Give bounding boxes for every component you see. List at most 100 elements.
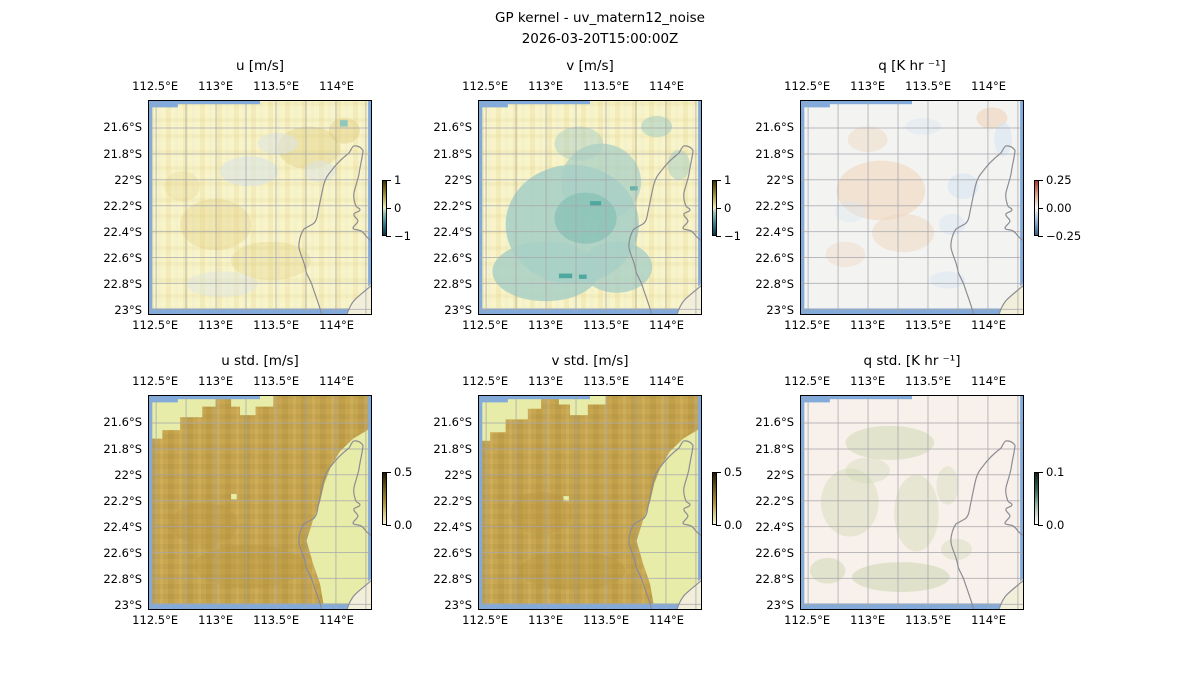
y-axis-q-std: 21.6°S 21.8°S 22°S 22.2°S 22.4°S 22.6°S 22.8°S… xyxy=(732,395,794,613)
x-tick-label: 114°E xyxy=(319,374,355,388)
colorbar-v-std: 0.5 0.0 xyxy=(712,465,782,532)
x-tick-label: 113.5°E xyxy=(253,613,300,627)
colorbar-q-std: 0.1 0.0 xyxy=(1034,465,1104,532)
x-tick-label: 113°E xyxy=(850,374,886,388)
x-tick-label: 112.5°E xyxy=(784,374,831,388)
x-tick-label: 113°E xyxy=(528,613,564,627)
x-axis-bottom-u-std: 112.5°E 113°E 113.5°E 114°E xyxy=(132,613,372,628)
y-tick-label: 21.8°S xyxy=(103,146,142,161)
x-tick-label: 114°E xyxy=(319,318,355,332)
y-tick-label: 22.8°S xyxy=(433,572,472,587)
field-patches xyxy=(479,396,701,609)
x-tick-label: 113.5°E xyxy=(905,613,952,627)
x-tick-label: 114°E xyxy=(649,613,685,627)
panel-title-u: u [m/s] xyxy=(235,58,285,74)
x-tick-label: 112.5°E xyxy=(784,79,831,93)
panel-q: q [K hr ⁻¹] 112.5°E 113°E 113.5°E 114°E 21.… xyxy=(732,58,1081,340)
y-tick-label: 21.8°S xyxy=(433,441,472,456)
colorbar-q: 0.25 0.00 −0.25 xyxy=(1034,173,1104,243)
panel-v-std: v std. [m/s] 112.5°E 113°E 113.5°E 114°E 21… xyxy=(410,353,742,635)
map-overlay-q-std xyxy=(801,396,1023,609)
y-tick-label: 21.6°S xyxy=(433,120,472,135)
colorbar-tick-label: −1 xyxy=(386,229,411,243)
x-tick-label: 113°E xyxy=(528,374,564,388)
map-overlay-q xyxy=(801,101,1023,314)
x-tick-label: 112.5°E xyxy=(462,374,509,388)
map-q-std xyxy=(800,395,1024,610)
y-tick-label: 23°S xyxy=(114,303,142,318)
y-tick-label: 21.6°S xyxy=(103,120,142,135)
y-tick-label: 22°S xyxy=(766,467,794,482)
x-tick-label: 114°E xyxy=(971,79,1007,93)
x-axis-top-v: 112.5°E 113°E 113.5°E 114°E xyxy=(462,79,702,94)
y-tick-label: 23°S xyxy=(444,303,472,318)
x-tick-label: 113.5°E xyxy=(583,318,630,332)
x-tick-label: 112.5°E xyxy=(132,318,179,332)
x-tick-label: 113°E xyxy=(528,318,564,332)
figure-timestamp-line: 2026-03-20T15:00:00Z xyxy=(521,31,679,47)
x-tick-label: 114°E xyxy=(649,374,685,388)
graticule-grid xyxy=(149,396,371,609)
x-axis-bottom-q: 112.5°E 113°E 113.5°E 114°E xyxy=(784,318,1024,333)
field-patches xyxy=(492,115,690,302)
x-tick-label: 113°E xyxy=(198,318,234,332)
panel-u-std: u std. [m/s] 112.5°E 113°E 113.5°E 114°E 21… xyxy=(80,353,412,635)
y-tick-label: 22.4°S xyxy=(103,224,142,239)
colorbar-tick-label: 0.5 xyxy=(385,465,413,479)
coastline xyxy=(949,439,1023,609)
field-patches xyxy=(825,107,1012,289)
colorbar-u: 1 0 −1 xyxy=(382,173,452,243)
map-u xyxy=(148,100,372,315)
colorbar-tick-label: 0 xyxy=(385,201,402,215)
map-v-std xyxy=(478,395,702,610)
x-tick-label: 114°E xyxy=(971,318,1007,332)
panel-title-u-std: u std. [m/s] xyxy=(221,353,299,369)
y-tick-label: 22.4°S xyxy=(755,519,794,534)
x-axis-bottom-v-std: 112.5°E 113°E 113.5°E 114°E xyxy=(462,613,702,628)
y-tick-label: 22.6°S xyxy=(755,251,794,266)
colorbar-tick-label: 0.0 xyxy=(385,518,413,532)
colorbar-tick-label: 0.5 xyxy=(715,465,743,479)
y-tick-label: 22.2°S xyxy=(755,493,794,508)
y-tick-label: 22.2°S xyxy=(103,493,142,508)
x-tick-label: 114°E xyxy=(319,613,355,627)
colorbar-tick-label: 0.0 xyxy=(1037,518,1065,532)
y-tick-label: 22.4°S xyxy=(433,224,472,239)
y-axis-v-std: 21.6°S 21.8°S 22°S 22.2°S 22.4°S 22.6°S 22.8°S… xyxy=(410,395,472,613)
y-tick-label: 22.6°S xyxy=(755,546,794,561)
field-patches xyxy=(149,396,371,609)
colorbar-gradient xyxy=(712,472,717,525)
panel-title-v: v [m/s] xyxy=(566,58,614,74)
y-axis-u: 21.6°S 21.8°S 22°S 22.2°S 22.4°S 22.6°S 22.8°S… xyxy=(80,100,142,318)
colorbar-tick-label: 1 xyxy=(385,173,402,187)
y-tick-label: 22°S xyxy=(766,172,794,187)
y-tick-label: 22°S xyxy=(444,467,472,482)
y-tick-label: 21.8°S xyxy=(755,441,794,456)
map-overlay-u-std xyxy=(149,396,371,609)
x-axis-bottom-q-std: 112.5°E 113°E 113.5°E 114°E xyxy=(784,613,1024,628)
y-tick-label: 21.8°S xyxy=(103,441,142,456)
y-axis-q: 21.6°S 21.8°S 22°S 22.2°S 22.4°S 22.6°S 22.8°S… xyxy=(732,100,794,317)
x-tick-label: 112.5°E xyxy=(784,613,831,627)
y-tick-label: 23°S xyxy=(444,598,472,613)
x-tick-label: 113.5°E xyxy=(253,79,300,93)
y-tick-label: 22.4°S xyxy=(433,519,472,534)
y-tick-label: 22.2°S xyxy=(755,198,794,213)
x-tick-label: 114°E xyxy=(649,318,685,332)
y-tick-label: 23°S xyxy=(766,598,794,613)
y-tick-label: 22.6°S xyxy=(433,251,472,266)
x-axis-bottom-v: 112.5°E 113°E 113.5°E 114°E xyxy=(462,318,702,333)
y-tick-label: 22°S xyxy=(444,172,472,187)
x-tick-label: 113°E xyxy=(850,613,886,627)
y-tick-label: 22.2°S xyxy=(433,493,472,508)
figure-suptitle: GP kernel - uv_matern12_noise 2026-03-20… xyxy=(0,8,1200,50)
colorbar-tick-label: 0.1 xyxy=(1037,465,1065,479)
graticule-grid xyxy=(479,396,701,609)
x-tick-label: 113°E xyxy=(850,79,886,93)
colorbar-u-std: 0.5 0.0 xyxy=(382,465,452,532)
field-patches xyxy=(164,118,360,297)
map-overlay-v-std xyxy=(479,396,701,609)
x-tick-label: 114°E xyxy=(971,613,1007,627)
y-tick-label: 21.6°S xyxy=(755,120,794,135)
x-tick-label: 112.5°E xyxy=(132,79,179,93)
